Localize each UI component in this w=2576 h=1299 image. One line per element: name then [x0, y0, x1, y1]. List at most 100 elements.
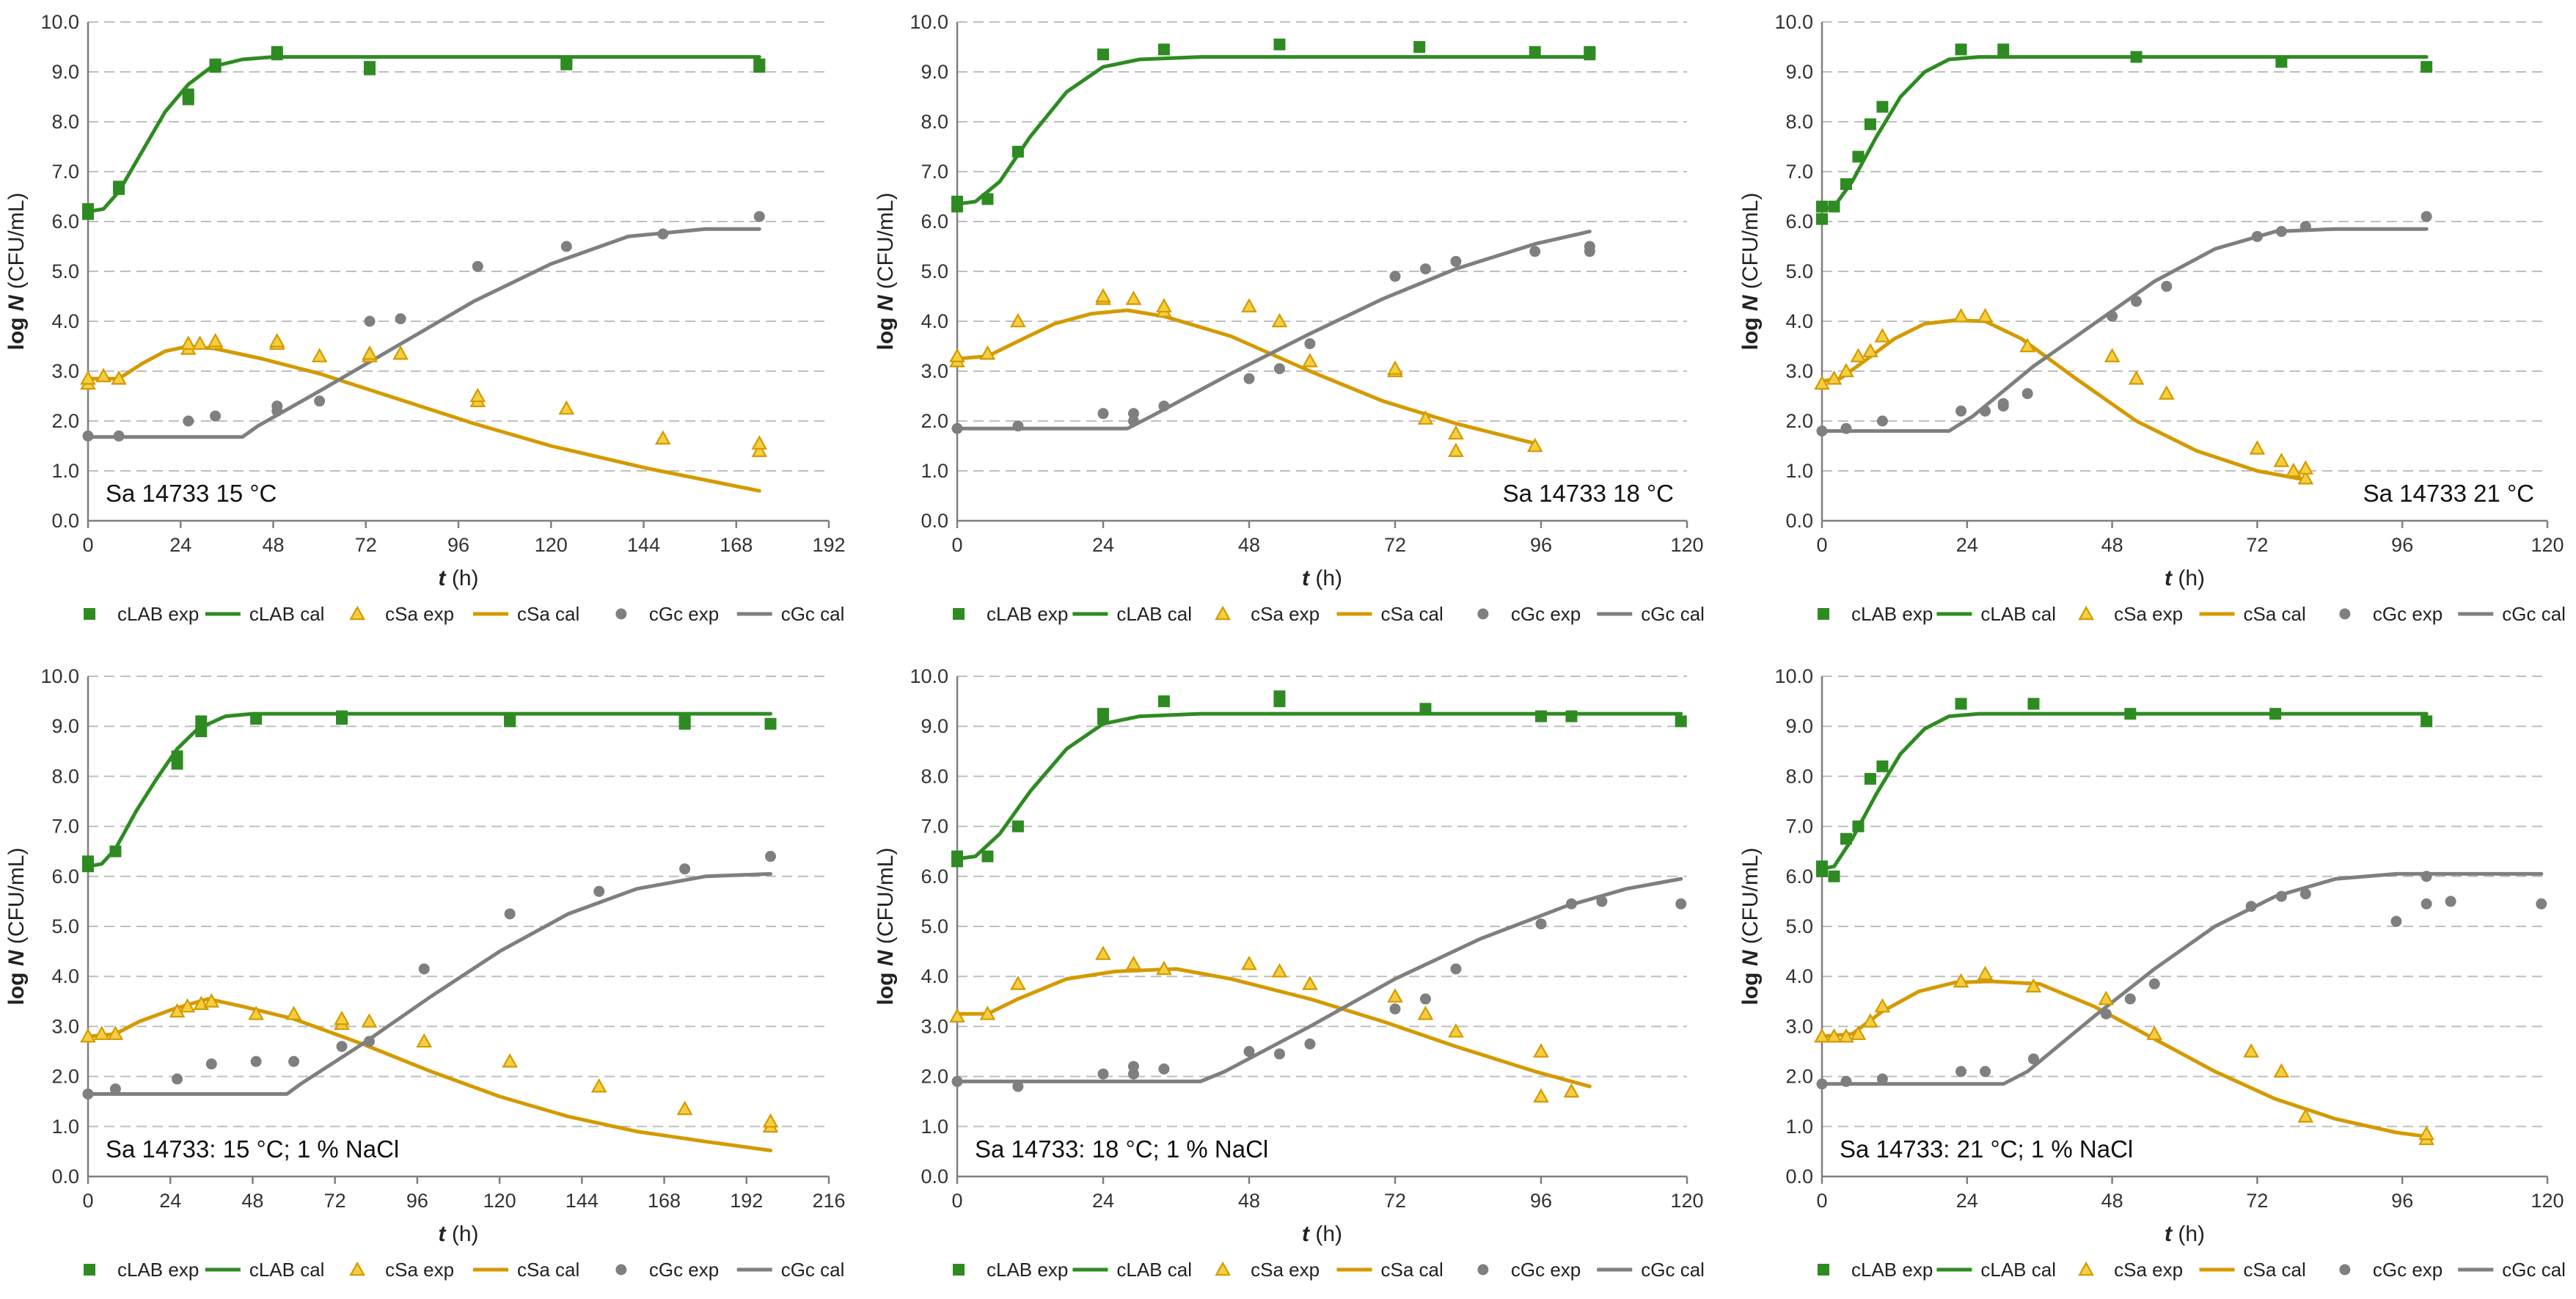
- y-tick-label: 4.0: [921, 965, 948, 987]
- y-tick-label: 3.0: [921, 1015, 948, 1037]
- data-point: [1215, 605, 1231, 621]
- legend: cLAB exp cLAB cal cSa exp cSa cal cGc exp cGc…: [84, 603, 844, 625]
- data-point: [1852, 150, 1865, 163]
- legend-label: cLAB exp: [1851, 603, 1933, 625]
- y-tick-label: 9.0: [921, 715, 948, 737]
- y-tick-label: 2.0: [51, 410, 79, 432]
- series-line: [86, 997, 772, 1152]
- y-tick-label: 6.0: [921, 211, 948, 233]
- data-point: [2128, 370, 2145, 385]
- data-point: [1529, 246, 1541, 257]
- data-point: [2245, 901, 2257, 912]
- series-markers: [951, 896, 1687, 1092]
- legend-label: cLAB cal: [1980, 603, 2056, 625]
- data-point: [1125, 290, 1142, 305]
- y-tick-label: 3.0: [51, 360, 79, 382]
- data-point: [1563, 1083, 1580, 1098]
- series-line: [86, 711, 772, 868]
- data-point: [179, 998, 196, 1013]
- data-point: [1955, 1066, 1967, 1077]
- data-point: [1814, 375, 1830, 390]
- series-markers: [82, 851, 777, 1099]
- x-tick-label: 96: [406, 1190, 428, 1212]
- data-point: [1448, 425, 1464, 440]
- y-tick-label: 1.0: [921, 1116, 948, 1138]
- series-line: [955, 711, 1683, 861]
- data-point: [951, 195, 963, 208]
- data-point: [1953, 307, 1969, 323]
- data-point: [1125, 955, 1142, 970]
- x-tick-label: 96: [1530, 1190, 1552, 1212]
- x-axis-label: t (h): [2165, 1222, 2205, 1246]
- data-point: [953, 608, 965, 620]
- data-point: [949, 348, 965, 362]
- data-point: [109, 1083, 121, 1095]
- legend-label: cLAB exp: [987, 603, 1068, 625]
- data-point: [210, 410, 222, 422]
- data-point: [1850, 1025, 1867, 1040]
- data-point: [654, 430, 671, 445]
- legend-label: cGc cal: [781, 1259, 845, 1281]
- data-point: [95, 367, 111, 383]
- y-axis-label: log N (CFU/mL): [874, 193, 898, 351]
- data-point: [82, 203, 94, 215]
- data-point: [82, 430, 94, 442]
- y-tick-label: 8.0: [51, 765, 79, 787]
- data-point: [1302, 976, 1318, 990]
- data-point: [1389, 1003, 1401, 1015]
- data-point: [271, 45, 283, 58]
- legend-label: cLAB cal: [249, 1259, 325, 1281]
- y-tick-label: 2.0: [51, 1066, 79, 1088]
- data-point: [979, 1006, 996, 1020]
- data-point: [314, 395, 326, 407]
- panel-title: Sa 14733: 18 °C; 1 % NaCl: [975, 1135, 1268, 1163]
- series-line: [1820, 55, 2429, 211]
- x-tick-label: 168: [720, 534, 753, 556]
- legend-label: cSa exp: [2114, 1259, 2183, 1281]
- data-point: [113, 180, 125, 193]
- data-point: [1389, 271, 1401, 282]
- data-point: [1818, 1264, 1829, 1276]
- data-point: [1243, 373, 1255, 384]
- data-point: [472, 260, 483, 272]
- data-point: [1450, 255, 1462, 267]
- x-tick-label: 24: [1956, 1190, 1978, 1212]
- data-point: [1876, 1073, 1888, 1085]
- data-point: [951, 1075, 963, 1087]
- legend-label: cLAB cal: [1116, 1259, 1192, 1281]
- data-point: [2273, 453, 2290, 467]
- series-markers: [949, 945, 1580, 1103]
- data-point: [753, 211, 765, 222]
- data-point: [1413, 41, 1426, 53]
- series-markers: [82, 45, 766, 220]
- y-tick-label: 5.0: [921, 915, 948, 937]
- data-point: [2390, 915, 2402, 927]
- data-point: [951, 850, 963, 863]
- data-point: [111, 370, 127, 385]
- data-point: [1980, 405, 1991, 417]
- data-point: [502, 1053, 519, 1068]
- data-point: [1419, 993, 1431, 1005]
- series-line: [86, 871, 772, 1096]
- x-tick-label: 120: [2531, 1190, 2564, 1212]
- data-point: [1828, 870, 1840, 882]
- y-tick-label: 1.0: [1785, 460, 1813, 482]
- y-tick-label: 9.0: [1785, 61, 1813, 83]
- y-tick-label: 3.0: [51, 1015, 79, 1037]
- data-point: [1097, 408, 1109, 420]
- y-tick-label: 1.0: [51, 460, 79, 482]
- data-point: [1874, 998, 1891, 1013]
- data-point: [2299, 888, 2311, 900]
- data-point: [311, 348, 328, 362]
- data-point: [80, 1028, 96, 1043]
- chart-panel-5: 0.0 1.0 2.0 3.0 4.0 5.0 6.0 7.0 8.0 9.0 10.0 0 24 48 7…: [874, 665, 1705, 1281]
- data-point: [504, 908, 516, 920]
- data-point: [679, 863, 691, 875]
- chart-panel-2: 0.0 1.0 2.0 3.0 4.0 5.0 6.0 7.0 8.0 9.0 10.0 0 24 48 7…: [874, 11, 1705, 625]
- x-tick-label: 120: [1670, 1190, 1703, 1212]
- data-point: [2536, 898, 2547, 910]
- x-tick-label: 192: [730, 1190, 763, 1212]
- y-tick-label: 0.0: [921, 1166, 948, 1188]
- data-point: [2421, 61, 2433, 73]
- y-tick-label: 8.0: [921, 111, 948, 133]
